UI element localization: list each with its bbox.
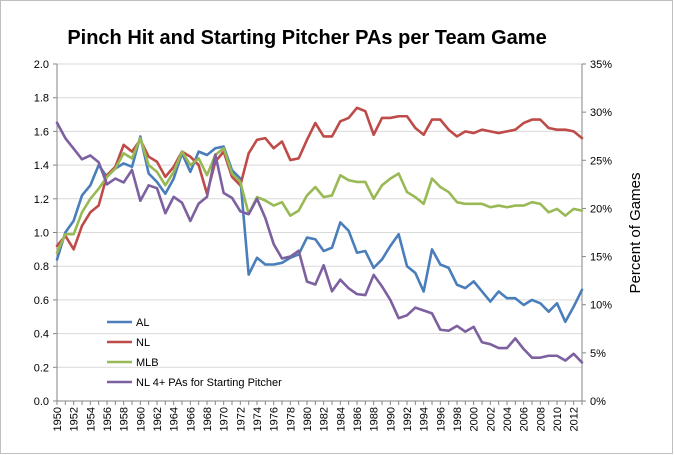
legend: AL NL MLB NL 4+ PAs for Starting Pitcher: [107, 317, 282, 389]
y-tick-label: 1.0: [34, 228, 49, 240]
x-tick-label: 1978: [285, 407, 297, 431]
x-tick-label: 1960: [135, 407, 147, 431]
y-tick-label: 1.2: [34, 194, 49, 206]
y2-tick-label: 25%: [590, 155, 612, 167]
y2-tick-label: 35%: [590, 59, 612, 71]
y-tick-label: 0.4: [34, 329, 49, 341]
y-tick-label: 0.6: [34, 295, 49, 307]
x-tick-label: 1952: [69, 407, 81, 431]
x-tick-label: 2002: [485, 407, 497, 431]
x-tick-label: 1968: [202, 407, 214, 431]
series-line-2: [55, 106, 584, 251]
x-tick-label: 1982: [319, 407, 331, 431]
y2-tick-label: 0%: [590, 396, 606, 408]
legend-label: MLB: [136, 357, 159, 369]
x-tick-label: 1990: [385, 407, 397, 431]
x-tick-label: 1954: [85, 407, 97, 431]
y-tick-label: 0.8: [34, 261, 49, 273]
y2-axis-ticks: 0% 5% 10% 15% 20% 25% 30% 35%: [582, 59, 612, 408]
legend-label: NL: [136, 337, 150, 349]
y2-axis-label: Percent of Games: [627, 173, 644, 294]
x-tick-label: 1956: [102, 407, 114, 431]
x-tick-label: 2006: [519, 407, 531, 431]
y2-tick-label: 5%: [590, 348, 606, 360]
y-tick-label: 0.0: [34, 396, 49, 408]
series-line-3: [55, 136, 584, 255]
x-tick-label: 1972: [235, 407, 247, 431]
x-tick-label: 2004: [502, 407, 514, 431]
x-tick-label: 1976: [269, 407, 281, 431]
x-tick-label: 2000: [469, 407, 481, 431]
x-tick-label: 1986: [352, 407, 364, 431]
x-tick-label: 1974: [252, 407, 264, 431]
x-tick-label: 2008: [535, 407, 547, 431]
x-tick-label: 1964: [169, 407, 181, 431]
chart-title: Pinch Hit and Starting Pitcher PAs per T…: [67, 27, 546, 49]
x-tick-label: 1980: [302, 407, 314, 431]
x-tick-label: 1950: [52, 407, 64, 431]
series-line-4: [55, 121, 584, 364]
gridlines: [57, 63, 582, 368]
x-tick-label: 1958: [119, 407, 131, 431]
y-tick-label: 1.4: [34, 160, 49, 172]
x-tick-label: 1962: [152, 407, 164, 431]
y2-tick-label: 15%: [590, 252, 612, 264]
x-tick-label: 1996: [435, 407, 447, 431]
legend-label: AL: [136, 317, 149, 329]
series-line-1: [55, 135, 584, 324]
x-tick-label: 1992: [402, 407, 414, 431]
x-tick-label: 1994: [419, 407, 431, 431]
y-tick-label: 1.8: [34, 93, 49, 105]
x-tick-label: 2010: [552, 407, 564, 431]
x-axis-ticks: 1950 1952 1954 1956 1958 1960 1962 1964 1966 1968…: [52, 401, 583, 431]
y-tick-label: 1.6: [34, 126, 49, 138]
y2-tick-label: 30%: [590, 107, 612, 119]
y-tick-label: 0.2: [34, 362, 49, 374]
x-tick-label: 1984: [335, 407, 347, 431]
x-tick-label: 1998: [452, 407, 464, 431]
x-tick-label: 1970: [219, 407, 231, 431]
y2-tick-label: 10%: [590, 300, 612, 312]
legend-label: NL 4+ PAs for Starting Pitcher: [136, 377, 282, 389]
series-lines: [55, 106, 584, 364]
x-tick-label: 1966: [185, 407, 197, 431]
y-tick-label: 2.0: [34, 59, 49, 71]
x-tick-label: 1988: [369, 407, 381, 431]
x-tick-label: 2012: [569, 407, 581, 431]
y-axis-ticks: 0.0 0.2 0.4 0.6 0.8 1.0 1.2 1.4 1.6 1.8 2.0: [34, 59, 57, 408]
y2-tick-label: 20%: [590, 203, 612, 215]
